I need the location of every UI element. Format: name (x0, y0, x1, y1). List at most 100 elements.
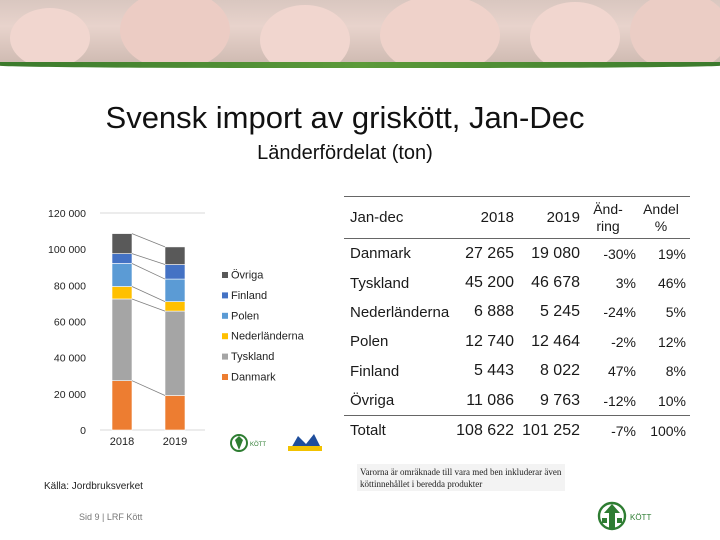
table-cell: 100% (650, 422, 686, 439)
table-row: Finland 5 443 8 022 47% 8% (344, 357, 690, 386)
header-banner (0, 0, 720, 66)
bar-segment-polen (111, 263, 133, 287)
table-cell: 19 080 (531, 244, 580, 262)
legend-swatch-ovriga (222, 272, 228, 278)
legend-label-tyskland: Tyskland (231, 351, 274, 363)
legend-label-danmark: Danmark (231, 372, 276, 384)
series-connector (131, 286, 166, 302)
legend-swatch-tyskland (222, 353, 228, 360)
table-cell: 45 200 (465, 274, 514, 292)
bar-segment-polen (164, 278, 186, 302)
legend-swatch-danmark (222, 374, 228, 380)
table-cell: 5% (665, 304, 686, 321)
table-cell: Övriga (350, 392, 395, 410)
legend-label-finland: Finland (231, 290, 267, 302)
table-cell: 12 464 (531, 332, 580, 350)
table-row: Tyskland 45 200 46 678 3% 46% (344, 268, 690, 297)
table-cell: 2019 (546, 209, 580, 226)
pig-photo (380, 0, 500, 66)
stacked-bar-chart: 0 20 000 40 000 60 000 80 000 100 000 120 000 2… (48, 208, 305, 448)
bar-segment-ovriga (164, 246, 186, 265)
header-divider (0, 62, 720, 68)
table-cell: Polen (350, 333, 389, 351)
table-row: Polen 12 740 12 464 -2% 12% (344, 327, 690, 356)
table-cell: 5 245 (539, 303, 580, 321)
table-header-row: Jan-dec 2018 2019 Änd-ring Andel% (344, 196, 690, 239)
source-label: Källa: Jordbruksverket (44, 481, 143, 492)
table-cell: 9 763 (539, 391, 580, 409)
table-cell: 5 443 (473, 362, 514, 380)
table-cell: Totalt (350, 422, 386, 440)
logo-text: KÖTT (250, 441, 266, 448)
legend-label-polen: Polen (231, 310, 259, 322)
lrf-kott-logo: KÖTT (597, 501, 651, 531)
y-tick-label: 40 000 (54, 353, 86, 365)
table-cell: 10% (657, 392, 686, 409)
table-cell: 6 888 (473, 303, 514, 321)
y-tick-label: 100 000 (48, 244, 86, 256)
y-tick-label: 60 000 (54, 317, 86, 329)
table-cell: -24% (603, 304, 636, 321)
table-cell: -7% (611, 422, 636, 439)
table-cell: 46% (657, 275, 686, 292)
y-tick-label: 0 (80, 425, 86, 437)
pig-photo (530, 2, 620, 66)
table-cell: Finland (350, 362, 400, 380)
bar-segment-nederlanderna (164, 301, 186, 312)
y-tick-label: 80 000 (54, 280, 86, 292)
table-cell: 12% (657, 333, 686, 350)
bar-segment-finland (164, 264, 186, 280)
pig-photo (120, 0, 230, 66)
series-connector (131, 298, 166, 312)
y-tick-label: 120 000 (48, 208, 86, 220)
table-cell: -12% (603, 392, 636, 409)
pig-photo (260, 5, 350, 66)
bar-segment-nederlanderna (111, 286, 133, 300)
table-cell: 8% (665, 363, 686, 380)
slide-title: Svensk import av griskött, Jan-Dec (105, 100, 585, 135)
legend-label-ovriga: Övriga (231, 270, 264, 282)
table-row: Nederländerna 6 888 5 245 -24% 5% (344, 298, 690, 327)
table-cell: 46 678 (531, 274, 580, 292)
page-footer: Sid 9 | LRF Kött (79, 512, 143, 522)
series-connector (131, 233, 166, 248)
slide-subtitle: Länderfördelat (ton) (0, 142, 690, 165)
logo-text: KÖTT (630, 513, 651, 522)
table-cell: Danmark (350, 245, 411, 263)
table-row: Danmark 27 265 19 080 -30% 19% (344, 239, 690, 268)
legend-swatch-polen (222, 312, 228, 319)
bar-segment-danmark (164, 395, 186, 431)
table-cell: Jan-dec (350, 209, 404, 226)
table-cell: Nederländerna (350, 303, 450, 321)
legend-swatch-finland (222, 292, 228, 299)
series-connector (131, 380, 166, 396)
table-cell: Tyskland (350, 274, 410, 292)
bar-segment-danmark (111, 380, 133, 431)
table-cell: 19% (657, 245, 686, 262)
table-cell: 3% (615, 275, 636, 292)
legend-swatch-nederlanderna (222, 333, 228, 340)
table-cell: 27 265 (465, 244, 514, 262)
partner-logo-small (288, 434, 322, 451)
bar-segment-finland (111, 253, 133, 264)
table-cell: 8 022 (539, 362, 580, 380)
table-cell: 108 622 (456, 421, 514, 439)
table-cell: 101 252 (522, 421, 580, 439)
y-tick-label: 20 000 (54, 389, 86, 401)
footnote: Varorna är omräknade till vara med ben i… (357, 464, 565, 491)
series-connector (131, 253, 166, 265)
pig-photo (630, 0, 720, 66)
table-total-row: Totalt 108 622 101 252 -7% 100% (344, 415, 690, 444)
table-cell: 47% (607, 363, 636, 380)
table-cell: 2018 (480, 209, 514, 226)
x-tick-label: 2019 (163, 436, 187, 448)
table-cell: 11 086 (466, 391, 514, 409)
table-cell: 12 740 (465, 332, 514, 350)
series-connector (131, 263, 166, 280)
table-cell: Änd-ring (593, 200, 623, 234)
bar-segment-tyskland (111, 298, 133, 381)
import-table: Jan-dec 2018 2019 Änd-ring Andel% Danmark 27 2… (344, 196, 690, 445)
table-cell: -2% (611, 333, 636, 350)
legend-label-nederlanderna: Nederländerna (231, 331, 305, 343)
bar-segment-ovriga (111, 233, 133, 254)
